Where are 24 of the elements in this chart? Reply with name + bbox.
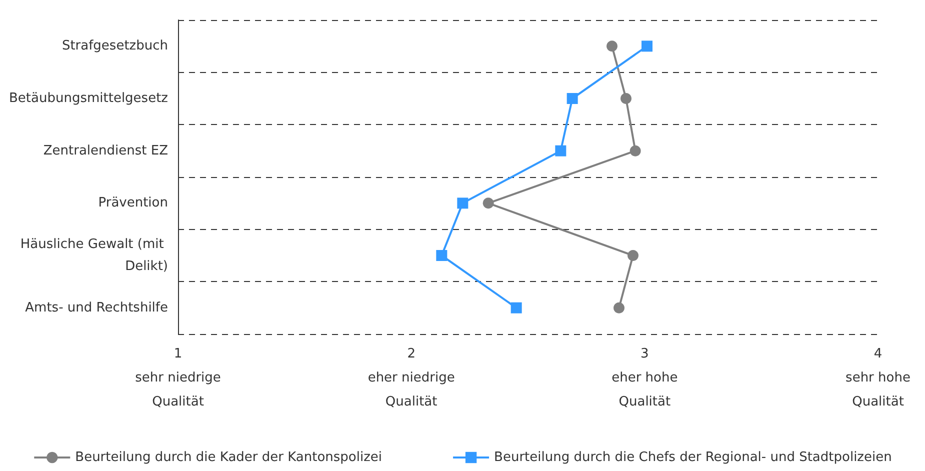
point	[628, 250, 638, 261]
point	[620, 93, 632, 104]
legend-label: Beurteilung durch die Kader der Kantonspolizei	[75, 450, 382, 465]
point	[510, 302, 522, 314]
y-tick-label: Amts- und Rechtshilfe	[25, 300, 168, 316]
y-tick-label: Betäubungsmittelgesetz	[9, 91, 168, 106]
point	[642, 40, 652, 52]
legend-label: Beurteilung durch die Chefs der Regional- und Stadtpolizeien	[494, 450, 892, 465]
x-tick-label: 4 sehr hohe Qualität	[846, 346, 910, 410]
point	[555, 145, 566, 156]
point	[614, 302, 624, 314]
y-tick-label: Häusliche Gewalt (mit Delikt)	[20, 237, 168, 274]
y-tick-label: Zentralendienst EZ	[43, 143, 168, 158]
point	[436, 250, 448, 261]
point	[566, 93, 578, 104]
x-tick-label: 3 eher hohe Qualität	[612, 346, 678, 410]
point	[606, 40, 618, 52]
point	[630, 145, 641, 156]
point	[457, 198, 468, 209]
y-tick-label: Strafgesetzbuch	[62, 38, 168, 54]
point	[482, 198, 494, 209]
y-tick-label: Prävention	[98, 196, 168, 211]
x-tick-label: 2 eher niedrige Qualität	[368, 346, 455, 410]
x-tick-label: 1 sehr niedrige Qualität	[135, 346, 221, 410]
